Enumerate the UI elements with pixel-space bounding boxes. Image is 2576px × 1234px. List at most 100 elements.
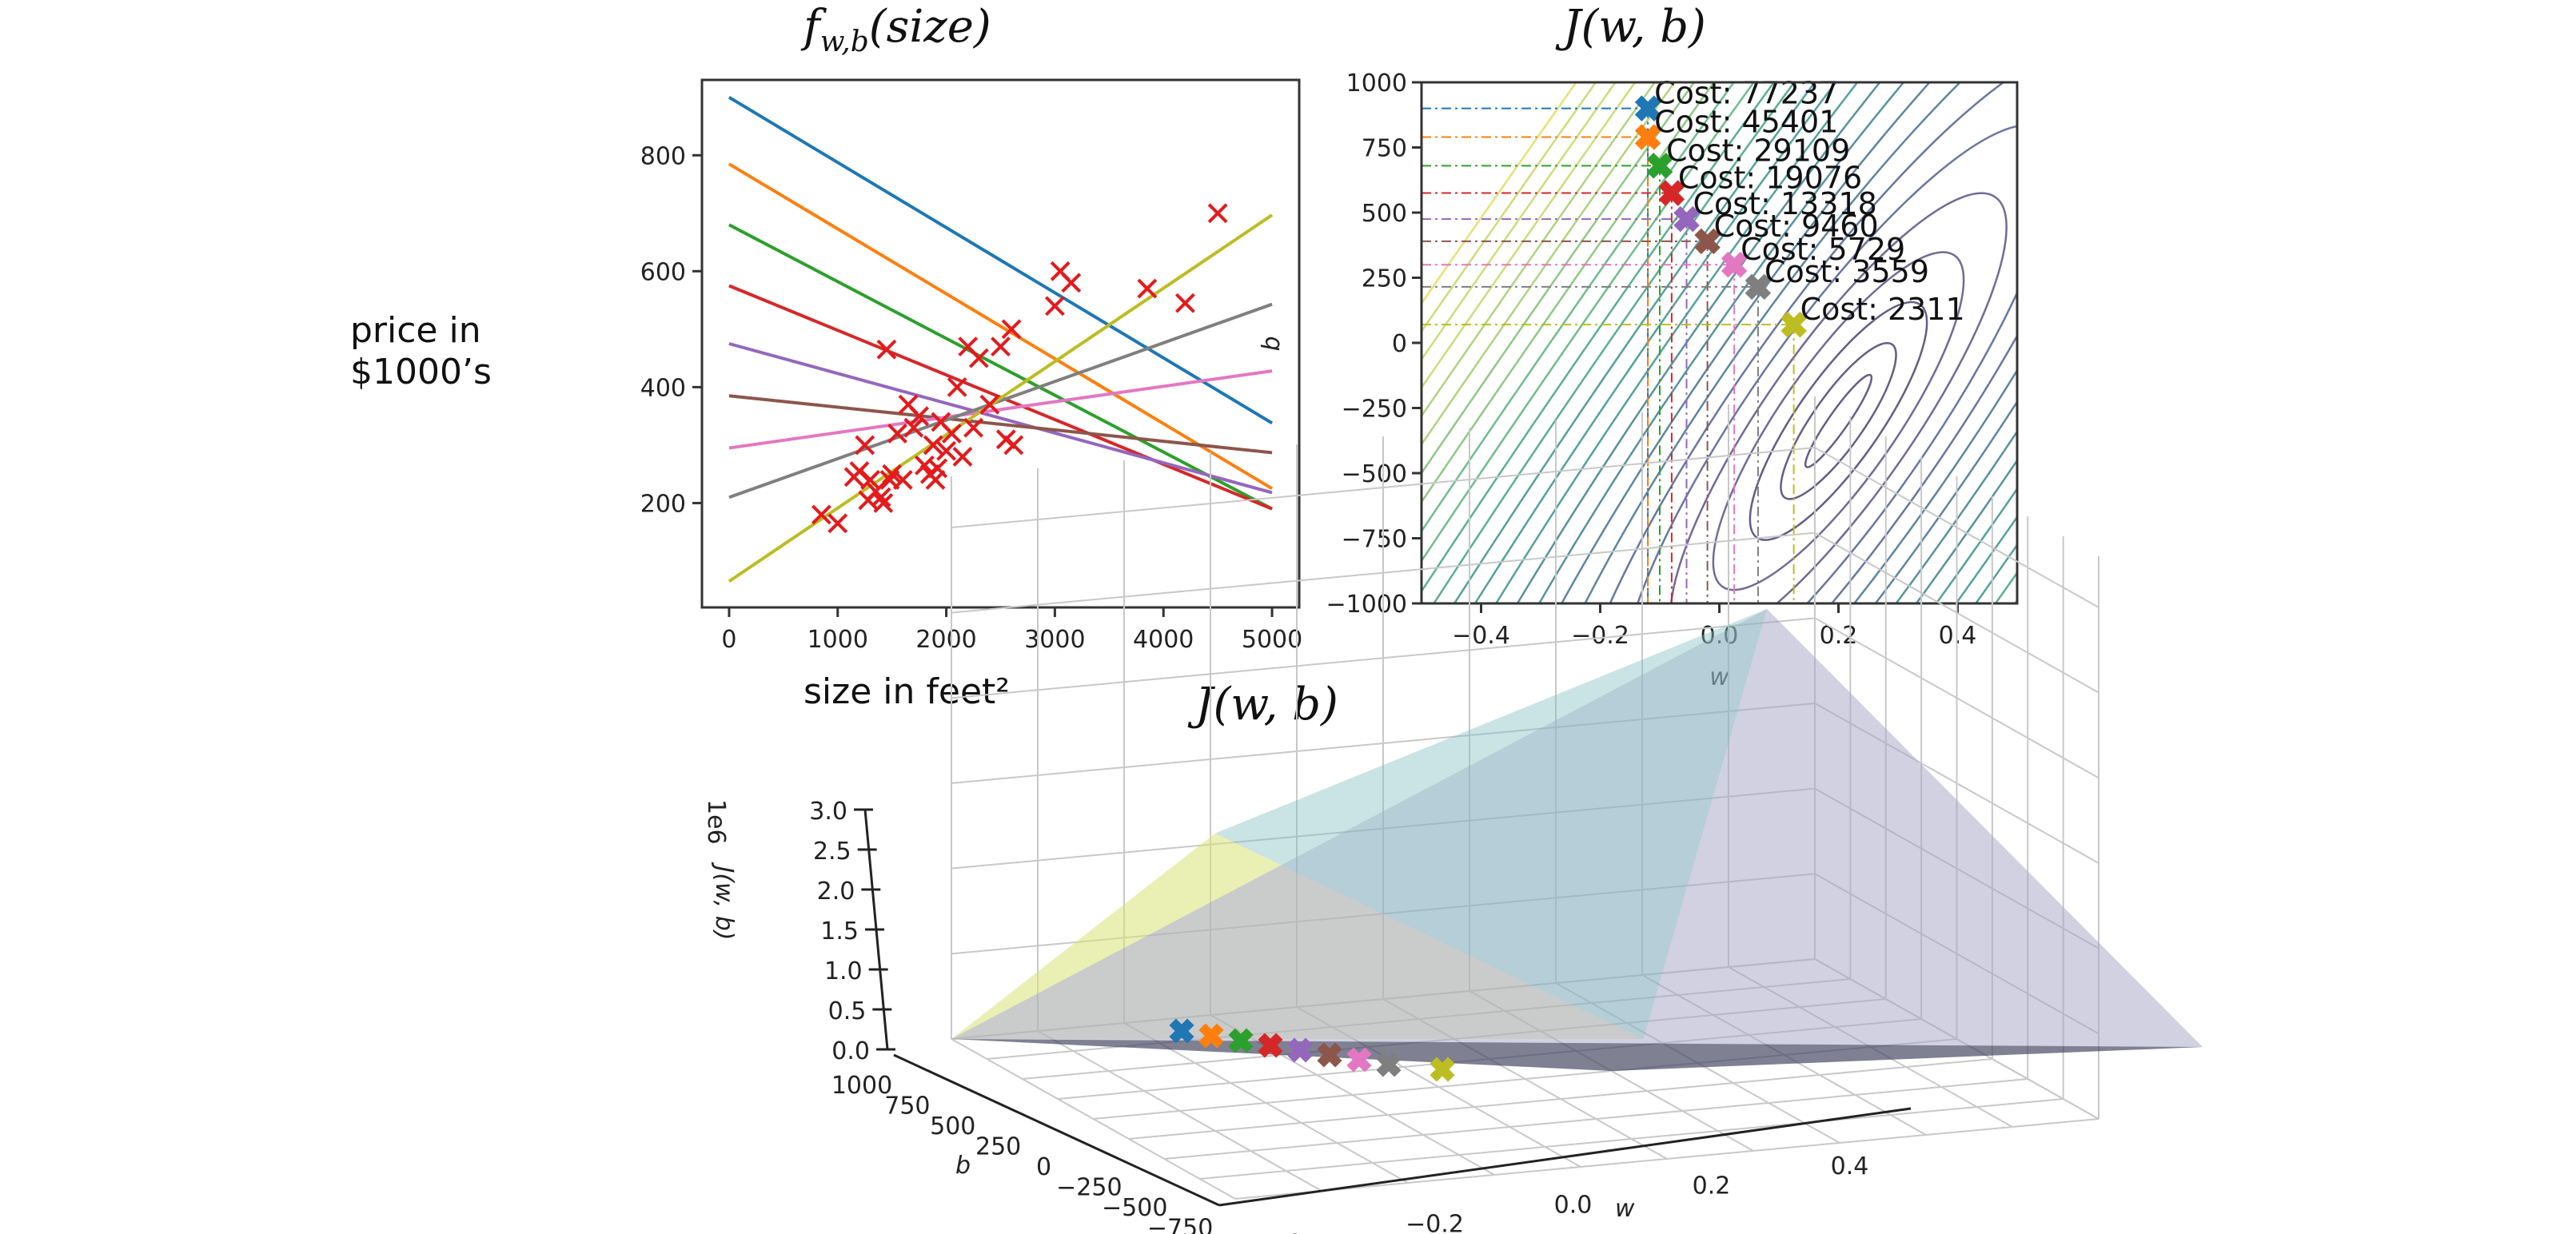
surface-path-marker — [1346, 1047, 1372, 1073]
b-tick-label: 0 — [1036, 1153, 1051, 1181]
cost-label: Cost: 3559 — [1765, 254, 1929, 289]
b-tick-label: −250 — [1056, 1174, 1122, 1202]
fwb-title-rest: (size) — [869, 1, 991, 53]
contour-level — [1422, 82, 2017, 603]
contour-level — [1422, 82, 2017, 603]
data-point — [1207, 203, 1228, 224]
cost-label: Cost: 29109 — [1666, 133, 1850, 168]
data-point — [855, 435, 875, 456]
data-point — [968, 348, 989, 368]
data-point — [903, 417, 924, 438]
fit-line-iter7 — [728, 369, 1273, 450]
cost-label: Cost: 45401 — [1654, 104, 1838, 139]
data-point — [947, 376, 967, 397]
w-axis — [1218, 1107, 1912, 1207]
y-tick-label: 750 — [1362, 135, 1407, 163]
x-tick-label: 1000 — [807, 626, 868, 654]
surface-path-marker — [1198, 1023, 1224, 1049]
data-point — [909, 406, 930, 427]
data-point — [1137, 278, 1158, 299]
b-axis-label: b — [955, 1152, 971, 1180]
cost-label: Cost: 13318 — [1693, 186, 1877, 221]
z-tick-label: 0.0 — [831, 1037, 870, 1065]
data-point — [963, 417, 983, 438]
surface-path-marker — [1287, 1037, 1313, 1063]
contour-level — [1422, 82, 2017, 603]
path-marker — [1694, 228, 1721, 255]
x-axis-label-size: size in feet² — [804, 671, 1010, 712]
y-tick-label: 800 — [640, 142, 686, 170]
surface-peak-right — [1215, 609, 1767, 1039]
y-tick-label: 400 — [640, 374, 686, 402]
x-tick-label: 4000 — [1133, 626, 1194, 654]
surface-path-marker — [1317, 1042, 1342, 1068]
z-offset-label: 1e6 — [702, 799, 730, 845]
contour-level — [1422, 82, 2017, 603]
data-point — [871, 487, 891, 508]
w-tick-label: 0.2 — [1693, 1172, 1731, 1200]
data-point — [991, 336, 1011, 357]
data-point — [952, 447, 973, 467]
w-axis-label: w — [1615, 1195, 1635, 1223]
w-tick-label: −0.2 — [1406, 1211, 1464, 1234]
surface-body — [951, 609, 2203, 1071]
b-tick-label: 1000 — [831, 1072, 892, 1100]
fwb-plot: 0 1000 2000 3000 4000 5000 200 400 600 800 — [640, 78, 1302, 654]
b-tick-label: 500 — [930, 1113, 975, 1140]
b-tick-label: −750 — [1147, 1215, 1213, 1234]
surface-path-marker — [1258, 1033, 1283, 1058]
contour-level — [1565, 82, 2017, 603]
cost-label: Cost: 2311 — [1800, 292, 1965, 327]
z-tick-label: 0.5 — [828, 997, 867, 1025]
surface-path-marker — [1430, 1057, 1455, 1082]
surface-title: J(w, b) — [1187, 679, 1338, 730]
path-marker — [1745, 273, 1772, 301]
data-point — [882, 464, 903, 484]
z-tick-label: 2.0 — [817, 878, 855, 906]
data-point — [887, 424, 907, 444]
data-point — [1174, 293, 1195, 313]
y-tick-label: 250 — [1362, 265, 1407, 293]
path-marker — [1658, 180, 1685, 206]
y-axis-label: b — [1258, 336, 1286, 351]
b-tick-label: 250 — [975, 1133, 1021, 1161]
price-label-line2: $1000’s — [350, 352, 492, 392]
b-tick-label: 750 — [884, 1093, 930, 1121]
contour-level — [1780, 341, 1897, 500]
contour-level — [1669, 192, 2008, 603]
x-tick-label: 0.2 — [1820, 622, 1858, 650]
y-tick-label: −750 — [1342, 526, 1407, 554]
x-tick-label: −0.4 — [1452, 622, 1510, 650]
fit-line-iter9 — [728, 213, 1274, 583]
b-axis — [893, 1053, 1220, 1207]
surface-path-marker — [1228, 1028, 1254, 1053]
contour-level — [1804, 373, 1873, 468]
data-point — [811, 504, 831, 525]
z-tick-label: 2.5 — [813, 838, 851, 866]
price-label-line1: price in — [350, 310, 481, 351]
data-point — [873, 493, 894, 513]
w-tick-label: 0.4 — [1831, 1152, 1869, 1180]
z-tick-label: 1.5 — [820, 918, 859, 945]
z-axis-label: J(w, b) — [710, 862, 738, 941]
contour-level — [1504, 82, 2017, 603]
data-point — [941, 424, 962, 444]
fit-line-iter3 — [728, 223, 1273, 511]
contour-level — [1437, 82, 2017, 603]
contour-level — [1621, 124, 2017, 603]
path-marker — [1634, 95, 1661, 121]
fit-line-iter5 — [728, 342, 1273, 495]
path-marker — [1673, 205, 1700, 233]
path-marker — [1780, 311, 1807, 338]
y-tick-label: 0 — [1392, 330, 1407, 358]
x-tick-label: 2000 — [915, 626, 976, 654]
data-point — [1061, 273, 1082, 293]
w-tick-label: −0.4 — [1267, 1230, 1326, 1234]
y-tick-label: −500 — [1342, 460, 1407, 488]
data-point — [1003, 435, 1024, 456]
data-point — [1044, 296, 1065, 316]
